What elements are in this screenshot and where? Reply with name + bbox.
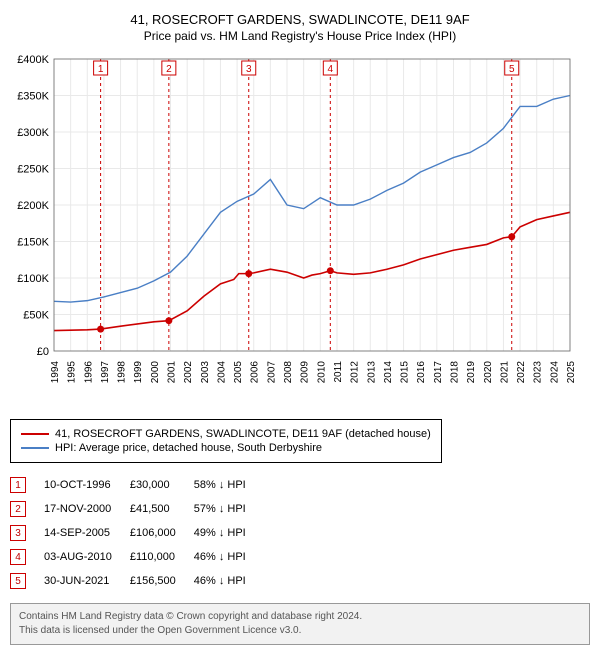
footer-line1: Contains HM Land Registry data © Crown c… (19, 610, 581, 624)
svg-text:4: 4 (328, 64, 334, 75)
svg-text:1999: 1999 (133, 361, 144, 384)
svg-text:£400K: £400K (17, 54, 49, 66)
svg-text:2023: 2023 (533, 361, 544, 384)
svg-text:2013: 2013 (366, 361, 377, 384)
svg-text:£200K: £200K (17, 200, 49, 212)
footer-attribution: Contains HM Land Registry data © Crown c… (10, 603, 590, 645)
legend-label-hpi: HPI: Average price, detached house, Sout… (55, 442, 322, 454)
event-row: 1 10-OCT-1996£30,00058% ↓ HPI (10, 473, 264, 497)
svg-text:£300K: £300K (17, 127, 49, 139)
svg-text:2018: 2018 (449, 361, 460, 384)
event-row: 4 03-AUG-2010£110,00046% ↓ HPI (10, 545, 264, 569)
event-marker-box: 3 (10, 525, 26, 541)
event-row: 2 17-NOV-2000£41,50057% ↓ HPI (10, 497, 264, 521)
legend: 41, ROSECROFT GARDENS, SWADLINCOTE, DE11… (10, 419, 442, 463)
event-delta: 58% ↓ HPI (194, 473, 264, 497)
event-date: 10-OCT-1996 (44, 473, 130, 497)
event-delta: 57% ↓ HPI (194, 497, 264, 521)
svg-text:2021: 2021 (499, 361, 510, 384)
svg-text:2022: 2022 (516, 361, 527, 384)
svg-text:2004: 2004 (216, 361, 227, 384)
event-date: 14-SEP-2005 (44, 521, 130, 545)
event-price: £110,000 (130, 545, 194, 569)
svg-text:2002: 2002 (183, 361, 194, 384)
event-price: £30,000 (130, 473, 194, 497)
event-delta: 46% ↓ HPI (194, 569, 264, 593)
footer-line2: This data is licensed under the Open Gov… (19, 624, 581, 638)
svg-text:2010: 2010 (316, 361, 327, 384)
event-price: £156,500 (130, 569, 194, 593)
svg-text:2006: 2006 (250, 361, 261, 384)
svg-text:2016: 2016 (416, 361, 427, 384)
svg-text:2011: 2011 (333, 361, 344, 383)
svg-text:2019: 2019 (466, 361, 477, 384)
svg-text:2015: 2015 (400, 361, 411, 384)
event-marker-box: 1 (10, 477, 26, 493)
event-date: 30-JUN-2021 (44, 569, 130, 593)
svg-text:2012: 2012 (350, 361, 361, 384)
event-date: 17-NOV-2000 (44, 497, 130, 521)
legend-row-hpi: HPI: Average price, detached house, Sout… (21, 442, 431, 454)
svg-text:3: 3 (246, 64, 252, 75)
svg-text:£250K: £250K (17, 164, 49, 176)
svg-text:5: 5 (509, 64, 515, 75)
svg-text:2017: 2017 (433, 361, 444, 384)
legend-swatch-hpi (21, 447, 49, 449)
event-price: £41,500 (130, 497, 194, 521)
svg-text:2005: 2005 (233, 361, 244, 384)
chart-container: £0 £50K £100K £150K £200K £250K £300K £350K £400… (10, 51, 590, 411)
svg-text:£350K: £350K (17, 91, 49, 103)
svg-text:1997: 1997 (100, 361, 111, 384)
legend-label-property: 41, ROSECROFT GARDENS, SWADLINCOTE, DE11… (55, 428, 431, 440)
svg-text:2007: 2007 (266, 361, 277, 384)
legend-row-property: 41, ROSECROFT GARDENS, SWADLINCOTE, DE11… (21, 428, 431, 440)
svg-text:2001: 2001 (167, 361, 178, 384)
svg-text:1996: 1996 (83, 361, 94, 384)
price-chart: £0 £50K £100K £150K £200K £250K £300K £350K £400… (10, 51, 580, 411)
svg-text:1994: 1994 (50, 361, 61, 384)
event-row: 5 30-JUN-2021£156,50046% ↓ HPI (10, 569, 264, 593)
legend-swatch-property (21, 433, 49, 435)
svg-text:2009: 2009 (300, 361, 311, 384)
svg-text:£150K: £150K (17, 237, 49, 249)
svg-text:£50K: £50K (23, 310, 49, 322)
svg-text:£100K: £100K (17, 273, 49, 285)
svg-text:2020: 2020 (483, 361, 494, 384)
svg-text:2008: 2008 (283, 361, 294, 384)
svg-text:2003: 2003 (200, 361, 211, 384)
chart-title: 41, ROSECROFT GARDENS, SWADLINCOTE, DE11… (10, 12, 590, 27)
svg-text:2014: 2014 (383, 361, 394, 384)
svg-text:2025: 2025 (566, 361, 577, 384)
event-delta: 46% ↓ HPI (194, 545, 264, 569)
svg-text:1995: 1995 (67, 361, 78, 384)
svg-text:2000: 2000 (150, 361, 161, 384)
event-row: 3 14-SEP-2005£106,00049% ↓ HPI (10, 521, 264, 545)
svg-text:£0: £0 (37, 346, 49, 358)
svg-text:2: 2 (166, 64, 172, 75)
event-date: 03-AUG-2010 (44, 545, 130, 569)
event-price: £106,000 (130, 521, 194, 545)
svg-text:2024: 2024 (549, 361, 560, 384)
event-marker-box: 2 (10, 501, 26, 517)
chart-subtitle: Price paid vs. HM Land Registry's House … (10, 29, 590, 43)
svg-text:1: 1 (98, 64, 104, 75)
event-marker-box: 4 (10, 549, 26, 565)
svg-text:1998: 1998 (117, 361, 128, 384)
event-delta: 49% ↓ HPI (194, 521, 264, 545)
event-marker-box: 5 (10, 573, 26, 589)
events-table: 1 10-OCT-1996£30,00058% ↓ HPI 2 17-NOV-2000… (10, 473, 264, 593)
